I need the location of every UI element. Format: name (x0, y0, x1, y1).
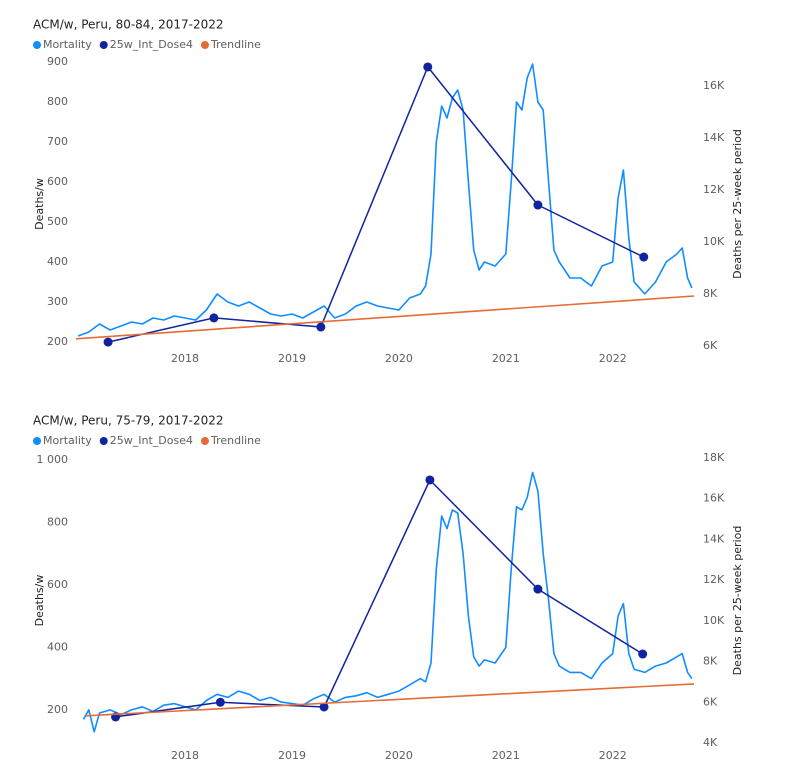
data-point (638, 649, 648, 659)
y2-tick-label: 4K (703, 736, 718, 749)
legend-marker (33, 41, 41, 49)
y2-tick-label: 18K (703, 451, 725, 464)
y2-tick-label: 12K (703, 573, 725, 586)
legend-label: 25w_Int_Dose4 (110, 38, 193, 51)
legend-label: Trendline (210, 434, 261, 447)
y-tick-label: 500 (47, 215, 68, 228)
y-axis-title: Deaths/w (33, 178, 46, 230)
y2-axis-title: Deaths per 25-week period (731, 129, 744, 279)
y2-tick-label: 6K (703, 339, 718, 352)
y-tick-label: 400 (47, 255, 68, 268)
legend-marker (99, 41, 108, 49)
data-point (425, 475, 435, 485)
y2-tick-label: 14K (703, 131, 725, 144)
series-line (82, 471, 693, 733)
y2-tick-label: 6K (703, 695, 718, 708)
legend-marker (33, 437, 41, 445)
x-tick-label: 2020 (385, 352, 413, 365)
chart-title: ACM/w, Peru, 75-79, 2017-2022 (33, 414, 223, 428)
y2-tick-label: 14K (703, 532, 725, 545)
x-tick-label: 2019 (278, 352, 306, 365)
y-tick-label: 700 (47, 135, 68, 148)
data-point (209, 313, 219, 323)
legend-label: Mortality (43, 434, 92, 447)
x-tick-label: 2021 (492, 352, 520, 365)
series-line (107, 66, 645, 343)
y2-tick-label: 8K (703, 287, 718, 300)
x-tick-label: 2022 (599, 749, 627, 762)
chart-title: ACM/w, Peru, 80-84, 2017-2022 (33, 18, 223, 32)
y2-tick-label: 10K (703, 235, 725, 248)
y-tick-label: 600 (47, 175, 68, 188)
y-tick-label: 400 (47, 640, 68, 653)
y-tick-label: 200 (47, 703, 68, 716)
x-tick-label: 2018 (171, 352, 199, 365)
legend-label: Mortality (43, 38, 92, 51)
data-point (533, 200, 543, 210)
data-point (316, 322, 326, 332)
x-tick-label: 2021 (492, 749, 520, 762)
series-line (77, 63, 693, 337)
x-tick-label: 2018 (171, 749, 199, 762)
y-tick-label: 600 (47, 578, 68, 591)
y2-axis-title: Deaths per 25-week period (731, 526, 744, 676)
y-axis-title: Deaths/w (33, 575, 46, 627)
legend-marker (99, 437, 108, 445)
y-tick-label: 1 000 (37, 453, 69, 466)
data-point (319, 702, 329, 712)
data-point (533, 584, 543, 594)
data-point (423, 62, 433, 72)
legend-marker (200, 437, 209, 445)
series-line (85, 683, 695, 717)
x-tick-label: 2019 (278, 749, 306, 762)
y2-tick-label: 12K (703, 183, 725, 196)
y2-tick-label: 16K (703, 492, 725, 505)
series-line (115, 479, 644, 718)
legend-label: Trendline (210, 38, 261, 51)
y-tick-label: 800 (47, 515, 68, 528)
y-tick-label: 300 (47, 295, 68, 308)
y2-tick-label: 16K (703, 79, 725, 92)
data-point (639, 252, 649, 262)
legend-label: 25w_Int_Dose4 (110, 434, 193, 447)
x-tick-label: 2022 (599, 352, 627, 365)
series-line (75, 295, 695, 340)
x-tick-label: 2020 (385, 749, 413, 762)
data-point (103, 337, 113, 347)
data-point (215, 697, 225, 707)
y2-tick-label: 10K (703, 614, 725, 627)
y2-tick-label: 8K (703, 655, 718, 668)
y-tick-label: 900 (47, 55, 68, 68)
y-tick-label: 200 (47, 335, 68, 348)
y-tick-label: 800 (47, 95, 68, 108)
legend-marker (200, 41, 209, 49)
